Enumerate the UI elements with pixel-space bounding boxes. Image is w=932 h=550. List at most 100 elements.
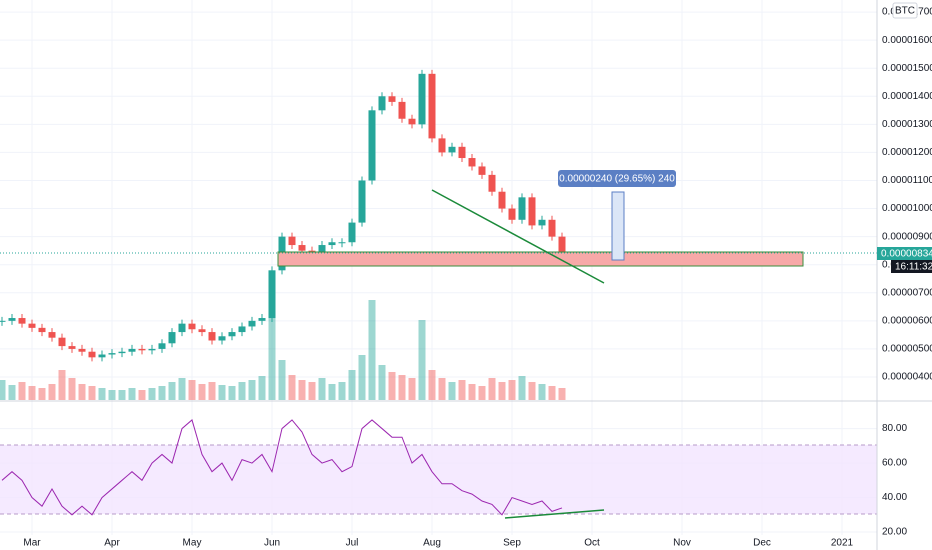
volume-bar <box>428 370 436 400</box>
volume-bar <box>98 388 106 400</box>
candle <box>428 73 436 139</box>
candle <box>138 348 146 351</box>
volume-bar <box>278 360 286 400</box>
volume-bar <box>148 388 156 400</box>
y-tick-label: 0.00000500 <box>882 344 932 355</box>
candle <box>378 96 386 111</box>
volume-bar <box>458 380 466 400</box>
volume-bar <box>8 385 16 400</box>
volume-bar <box>168 382 176 400</box>
volume-bar <box>548 386 556 400</box>
y-tick-label: 0.00001000 <box>882 203 932 214</box>
candle <box>338 242 346 244</box>
y-tick-label: 0.00001400 <box>882 91 932 102</box>
volume-bar <box>508 380 516 400</box>
candle <box>398 101 406 119</box>
volume-bar <box>468 384 476 400</box>
volume-bar <box>318 378 326 400</box>
volume-bar <box>298 380 306 400</box>
volume-bar <box>398 375 406 400</box>
candle <box>328 242 336 246</box>
candle <box>348 222 356 243</box>
y-tick-label: 0.00000900 <box>882 231 932 242</box>
unit-box <box>892 2 918 19</box>
x-tick-label: Dec <box>753 538 771 549</box>
candle <box>218 336 226 341</box>
candle <box>8 318 16 321</box>
candle <box>558 236 566 256</box>
volume-bar <box>238 382 246 400</box>
volume-bar <box>538 384 546 400</box>
volume-bar <box>0 380 6 400</box>
volume-bar <box>38 388 46 400</box>
y-tick-label: 0.00000400 <box>882 372 932 383</box>
unit-label: BTC <box>895 6 915 17</box>
volume-bar <box>138 390 146 400</box>
volume-bar <box>498 382 506 400</box>
candle <box>248 320 256 327</box>
volume-bar <box>528 382 536 400</box>
volume-bar <box>108 390 116 400</box>
x-tick-label: May <box>183 538 202 549</box>
volume-bar <box>118 390 126 400</box>
candle <box>228 332 236 337</box>
candle <box>58 337 66 347</box>
candle <box>318 245 326 254</box>
candle <box>98 354 106 358</box>
volume-bar <box>438 378 446 400</box>
volume-bar <box>88 386 96 400</box>
candle <box>358 180 366 223</box>
candle <box>408 118 416 125</box>
candle <box>298 245 306 251</box>
rsi-tick-label: 60.00 <box>882 458 907 469</box>
candle <box>38 327 46 333</box>
candle <box>528 197 536 226</box>
volume-bar <box>208 382 216 400</box>
volume-bar <box>308 382 316 400</box>
volume-bar <box>248 380 256 400</box>
volume-bar <box>358 355 366 400</box>
candle <box>208 332 216 341</box>
volume-bar <box>288 375 296 400</box>
candle <box>68 346 76 349</box>
volume-bar <box>478 386 486 400</box>
candle <box>188 323 196 330</box>
candle <box>118 351 126 354</box>
volume-bar <box>228 386 236 400</box>
rsi-line <box>1 419 563 516</box>
volume-bar <box>78 384 86 400</box>
y-tick-label: 0.00000600 <box>882 315 932 326</box>
candle <box>488 174 496 192</box>
x-tick-label: Jul <box>346 538 359 549</box>
candle <box>158 343 166 349</box>
volume-bar <box>188 380 196 400</box>
y-tick-label: 0.00001100 <box>882 175 932 186</box>
rsi-trend-line <box>504 509 605 519</box>
candle <box>0 320 6 322</box>
rsi-tick-label: 40.00 <box>882 492 907 503</box>
candle <box>368 110 376 181</box>
volume-bar <box>48 384 56 400</box>
volume-bar <box>58 370 66 400</box>
countdown: 16:11:32 <box>895 262 932 273</box>
volume-bar <box>338 382 346 400</box>
candle <box>508 208 516 220</box>
x-tick-label: 2021 <box>831 538 854 549</box>
volume-bar <box>128 388 136 400</box>
support-zone <box>277 251 804 267</box>
volume-bar <box>328 384 336 400</box>
candle <box>168 332 176 344</box>
volume-bar <box>268 310 276 400</box>
volume-bar <box>368 300 376 400</box>
x-tick-label: Aug <box>423 538 441 549</box>
y-tick-label: 0.00001600 <box>882 35 932 46</box>
last-price-box <box>877 247 932 260</box>
candle <box>288 236 296 246</box>
rsi-tick-label: 20.00 <box>882 527 907 538</box>
last-price: 0.00000834 <box>881 249 932 260</box>
y-tick-label: 0.00001200 <box>882 147 932 158</box>
volume-bar <box>408 378 416 400</box>
candle <box>78 348 86 352</box>
volume-bar <box>518 376 526 400</box>
candle <box>48 332 56 338</box>
